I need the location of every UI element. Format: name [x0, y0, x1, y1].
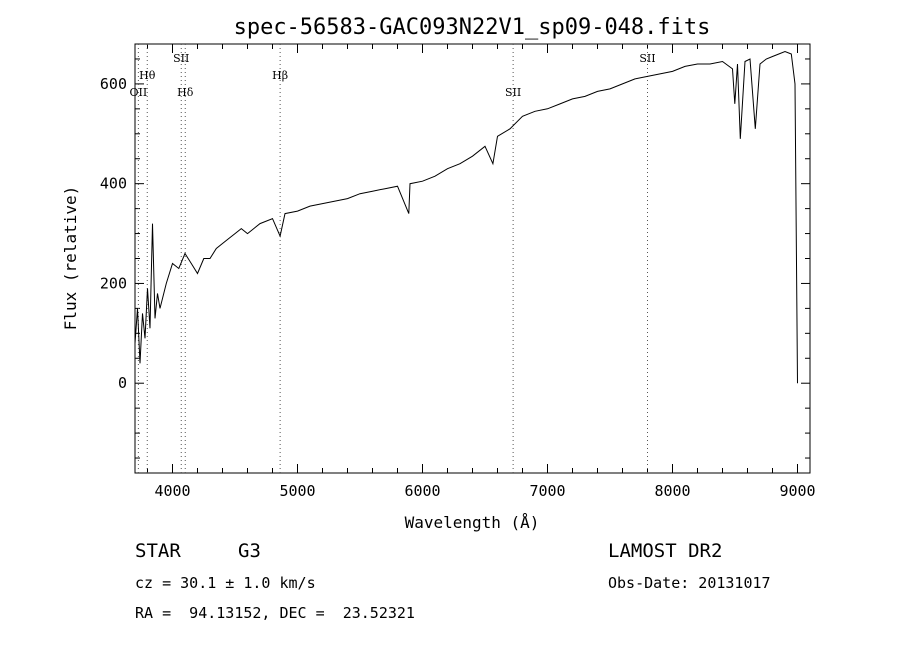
x-axis-label: Wavelength (Å)	[405, 513, 540, 532]
object-subclass: G3	[238, 540, 261, 562]
y-tick-label: 600	[100, 75, 127, 93]
x-tick-label: 8000	[654, 482, 690, 500]
spectrum-flux-line	[134, 50, 798, 384]
redshift-velocity: cz = 30.1 ± 1.0 km/s	[135, 574, 316, 592]
object-class: STAR	[135, 540, 181, 562]
line-marker-label: Hβ	[272, 69, 288, 82]
line-marker-label: Hδ	[177, 86, 194, 99]
x-axis-ticks: 4000 5000 6000 7000 8000 9000	[147, 44, 816, 500]
x-tick-label: 9000	[779, 482, 815, 500]
y-axis-label: Flux (relative)	[61, 186, 80, 331]
sky-coordinates: RA = 94.13152, DEC = 23.52321	[135, 604, 415, 622]
x-tick-label: 4000	[154, 482, 190, 500]
x-tick-label: 5000	[279, 482, 315, 500]
y-axis-ticks: 0 200 400 600	[100, 58, 810, 459]
y-tick-label: 400	[100, 175, 127, 193]
line-marker-label: OII	[130, 86, 148, 99]
y-tick-label: 0	[118, 374, 127, 392]
plot-frame	[134, 43, 811, 474]
line-marker-label: SII	[173, 52, 189, 65]
line-marker-label: SII	[639, 52, 655, 65]
x-tick-label: 6000	[404, 482, 440, 500]
line-marker-label: SII	[505, 86, 521, 99]
y-tick-label: 200	[100, 274, 127, 292]
observation-date: Obs-Date: 20131017	[608, 574, 771, 592]
survey-name: LAMOST DR2	[608, 540, 723, 562]
chart-title: spec-56583-GAC093N22V1_sp09-048.fits	[234, 15, 711, 40]
x-tick-label: 7000	[529, 482, 565, 500]
line-marker-label: Hθ	[139, 69, 156, 82]
spectral-line-markers: Hθ OII SII Hδ Hβ SII SII	[130, 44, 656, 473]
